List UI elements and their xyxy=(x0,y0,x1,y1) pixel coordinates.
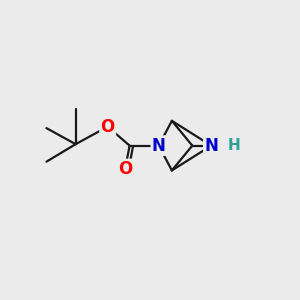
Text: O: O xyxy=(118,160,132,178)
Text: N: N xyxy=(152,136,166,154)
Text: N: N xyxy=(204,136,218,154)
Text: H: H xyxy=(227,138,240,153)
Text: O: O xyxy=(100,118,115,136)
